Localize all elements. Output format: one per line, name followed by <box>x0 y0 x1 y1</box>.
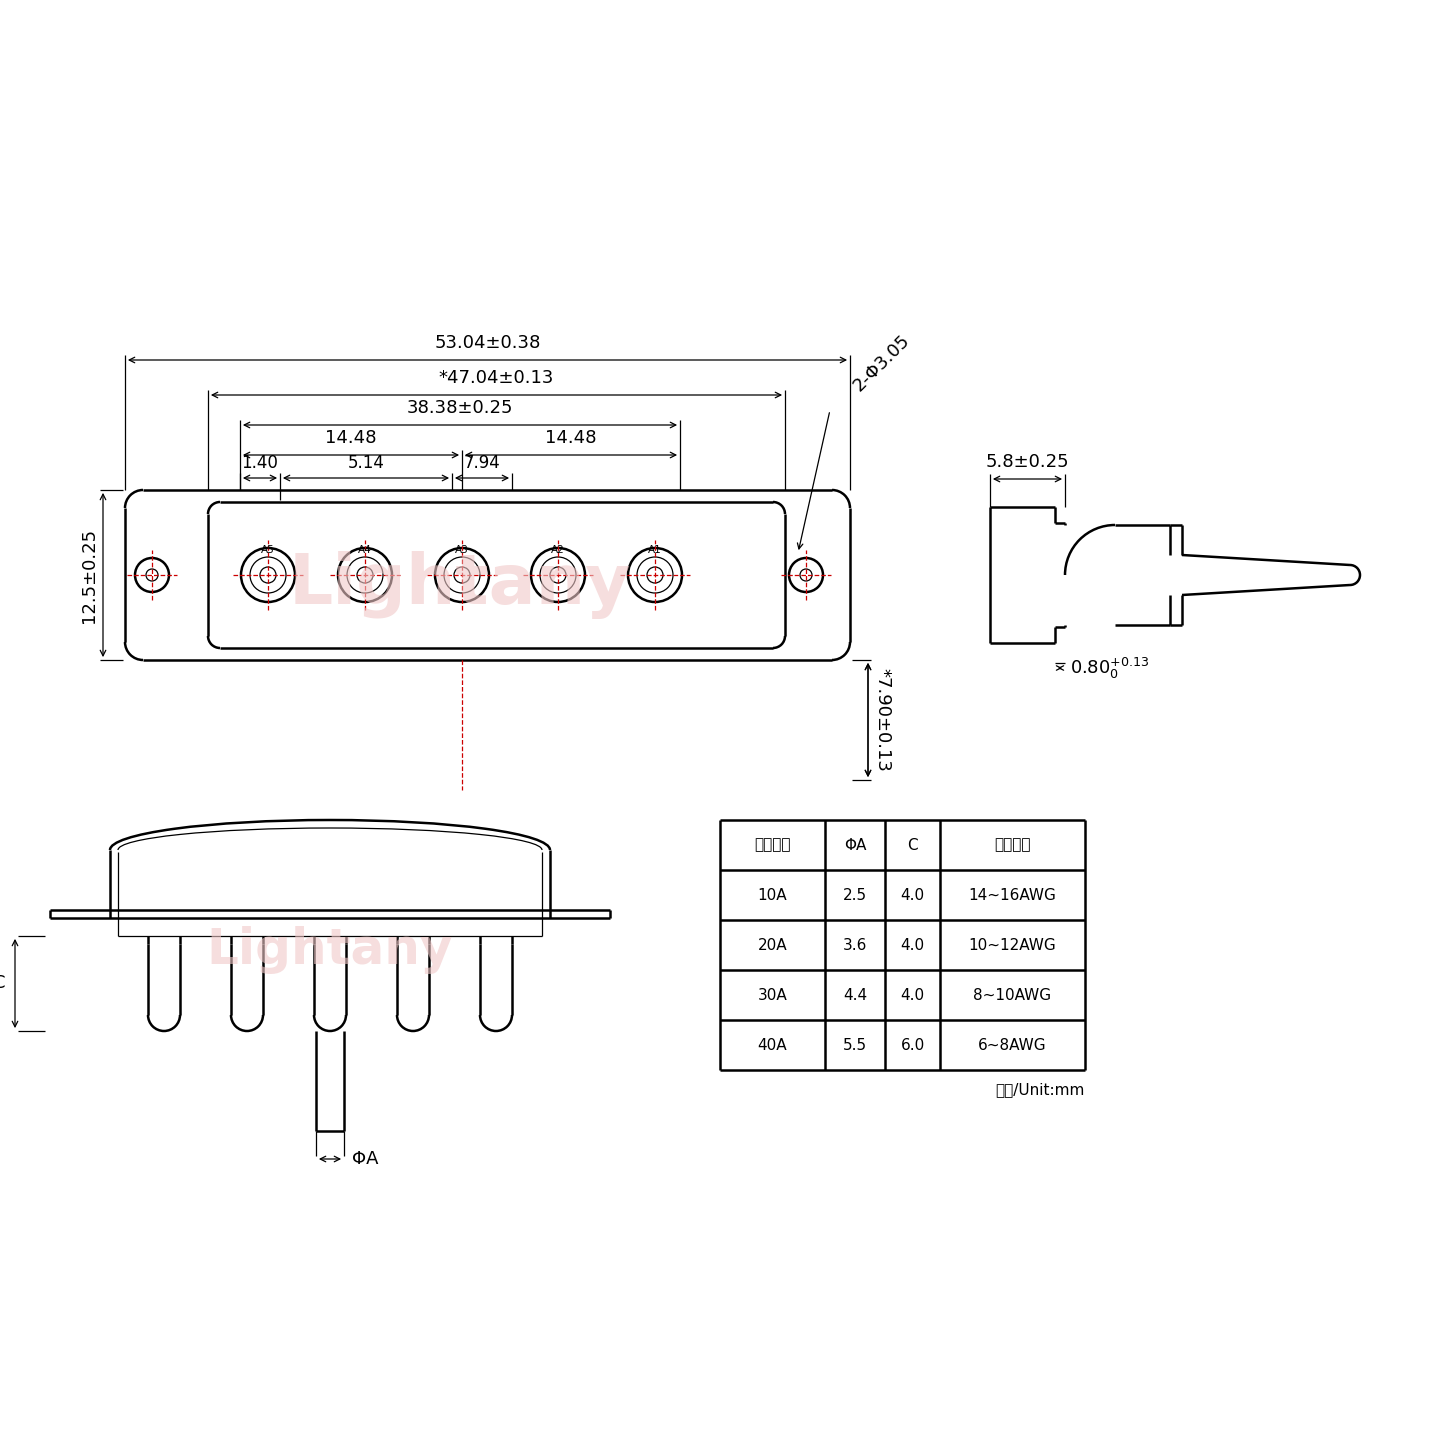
Text: $0.80^{+0.13}_{0}$: $0.80^{+0.13}_{0}$ <box>1070 655 1149 681</box>
Text: *7.90±0.13: *7.90±0.13 <box>873 668 891 772</box>
Text: A5: A5 <box>261 544 275 554</box>
Text: 5.14: 5.14 <box>347 454 384 472</box>
Text: 线材规格: 线材规格 <box>994 838 1031 852</box>
Text: 6~8AWG: 6~8AWG <box>978 1037 1047 1053</box>
Text: 30A: 30A <box>757 988 788 1002</box>
Text: 4.0: 4.0 <box>900 887 924 903</box>
Text: A4: A4 <box>359 544 372 554</box>
Text: 20A: 20A <box>757 937 788 952</box>
Text: 3.6: 3.6 <box>842 937 867 952</box>
Text: 2.5: 2.5 <box>842 887 867 903</box>
Text: 8~10AWG: 8~10AWG <box>973 988 1051 1002</box>
Text: ΦA: ΦA <box>351 1151 379 1168</box>
Text: 10~12AWG: 10~12AWG <box>969 937 1057 952</box>
Text: 额定电流: 额定电流 <box>755 838 791 852</box>
Text: 14.48: 14.48 <box>325 429 377 446</box>
Text: 4.0: 4.0 <box>900 988 924 1002</box>
Text: A1: A1 <box>648 544 662 554</box>
Text: A2: A2 <box>552 544 564 554</box>
Text: ΦA: ΦA <box>844 838 867 852</box>
Text: C: C <box>907 838 917 852</box>
Text: 5.5: 5.5 <box>842 1037 867 1053</box>
Text: 40A: 40A <box>757 1037 788 1053</box>
Text: 4.0: 4.0 <box>900 937 924 952</box>
Text: 53.04±0.38: 53.04±0.38 <box>435 334 540 351</box>
Text: 10A: 10A <box>757 887 788 903</box>
Text: Lightany: Lightany <box>207 926 454 973</box>
Text: 14.48: 14.48 <box>546 429 596 446</box>
Text: 7.94: 7.94 <box>464 454 500 472</box>
Text: *47.04±0.13: *47.04±0.13 <box>439 369 554 387</box>
Text: 14~16AWG: 14~16AWG <box>969 887 1057 903</box>
Text: 38.38±0.25: 38.38±0.25 <box>406 399 513 418</box>
Text: 6.0: 6.0 <box>900 1037 924 1053</box>
Text: 单位/Unit:mm: 单位/Unit:mm <box>995 1081 1084 1097</box>
Text: 5.8±0.25: 5.8±0.25 <box>986 454 1070 471</box>
Text: 2-Φ3.05: 2-Φ3.05 <box>850 331 914 395</box>
Text: 1.40: 1.40 <box>242 454 278 472</box>
Text: C: C <box>0 975 4 992</box>
Text: Lightany: Lightany <box>289 552 631 619</box>
Text: 12.5±0.25: 12.5±0.25 <box>81 527 98 622</box>
Text: A3: A3 <box>455 544 469 554</box>
Text: 4.4: 4.4 <box>842 988 867 1002</box>
